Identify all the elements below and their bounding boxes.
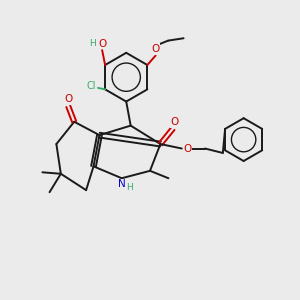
Text: O: O xyxy=(184,143,192,154)
Text: O: O xyxy=(98,39,106,49)
Text: H: H xyxy=(89,39,96,48)
Text: O: O xyxy=(170,117,178,127)
Text: O: O xyxy=(64,94,72,104)
Text: N: N xyxy=(118,179,126,189)
Text: H: H xyxy=(126,183,133,192)
Text: O: O xyxy=(152,44,160,54)
Text: Cl: Cl xyxy=(86,81,96,91)
